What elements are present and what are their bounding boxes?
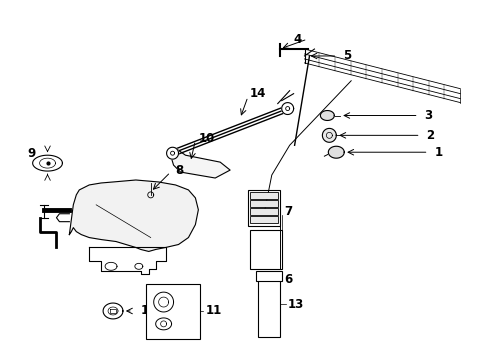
Polygon shape: [166, 147, 178, 159]
Text: 1: 1: [434, 146, 442, 159]
Polygon shape: [281, 103, 293, 114]
Polygon shape: [327, 146, 344, 158]
Polygon shape: [322, 129, 336, 142]
Text: 12: 12: [141, 305, 157, 318]
Bar: [145, 284, 200, 339]
Bar: [249, 230, 281, 269]
Text: 13: 13: [287, 297, 304, 311]
Polygon shape: [320, 111, 334, 121]
Text: 7: 7: [284, 205, 292, 218]
Text: 4: 4: [293, 33, 301, 46]
Text: 10: 10: [198, 132, 214, 145]
Bar: [255, 271, 281, 281]
Text: 14: 14: [249, 87, 266, 100]
Text: 6: 6: [284, 273, 292, 286]
Text: 11: 11: [205, 305, 221, 318]
Bar: [249, 192, 277, 199]
Polygon shape: [69, 180, 198, 251]
Text: 2: 2: [426, 129, 434, 142]
Text: 8: 8: [175, 163, 183, 176]
Bar: [249, 200, 277, 207]
Text: 3: 3: [424, 109, 432, 122]
Text: 5: 5: [343, 49, 351, 63]
Bar: [247, 190, 279, 226]
Polygon shape: [170, 148, 230, 178]
Bar: [249, 208, 277, 215]
Bar: [249, 216, 277, 223]
Bar: [257, 279, 279, 337]
Text: 9: 9: [27, 147, 36, 160]
